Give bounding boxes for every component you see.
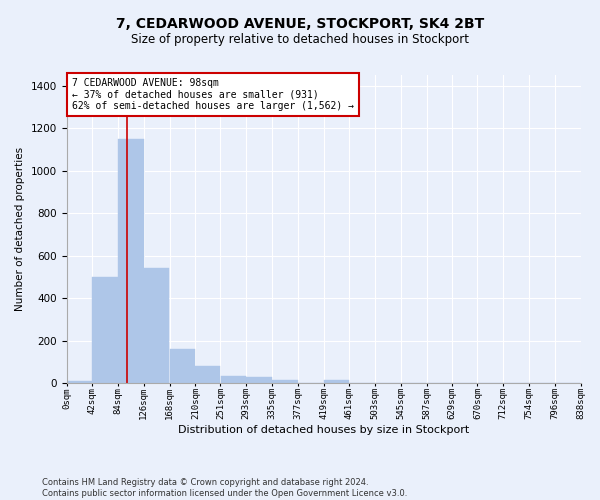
Text: Size of property relative to detached houses in Stockport: Size of property relative to detached ho… [131, 32, 469, 46]
Bar [144, 268, 169, 383]
Y-axis label: Number of detached properties: Number of detached properties [15, 147, 25, 311]
Bar [323, 380, 349, 383]
Text: 7 CEDARWOOD AVENUE: 98sqm
← 37% of detached houses are smaller (931)
62% of semi: 7 CEDARWOOD AVENUE: 98sqm ← 37% of detac… [71, 78, 353, 112]
Bar [196, 366, 220, 383]
Bar [67, 381, 92, 383]
Bar [92, 277, 118, 383]
Bar [118, 138, 143, 383]
Bar [272, 380, 298, 383]
Bar [247, 377, 272, 383]
Bar [170, 349, 195, 383]
Text: Contains HM Land Registry data © Crown copyright and database right 2024.
Contai: Contains HM Land Registry data © Crown c… [42, 478, 407, 498]
Bar [221, 376, 246, 383]
X-axis label: Distribution of detached houses by size in Stockport: Distribution of detached houses by size … [178, 425, 469, 435]
Text: 7, CEDARWOOD AVENUE, STOCKPORT, SK4 2BT: 7, CEDARWOOD AVENUE, STOCKPORT, SK4 2BT [116, 18, 484, 32]
